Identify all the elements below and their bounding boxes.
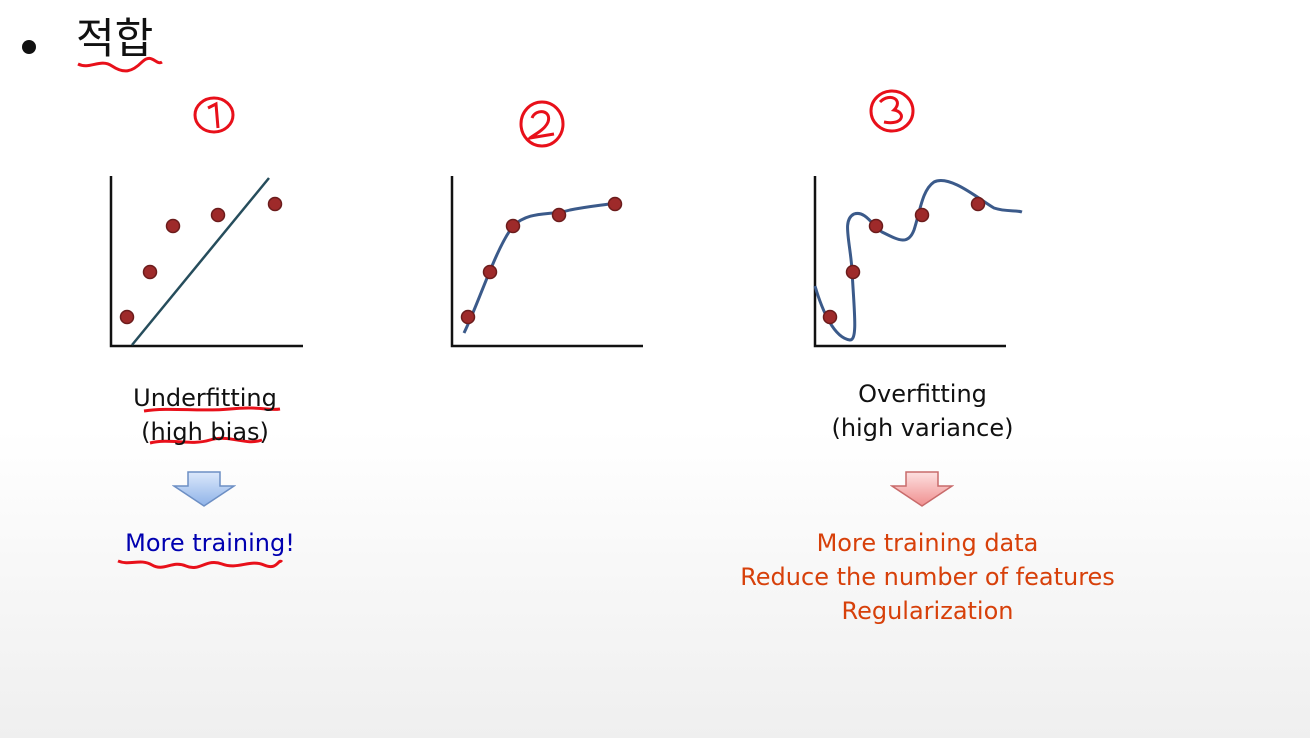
more-training-squiggle bbox=[117, 559, 284, 569]
data-point bbox=[460, 309, 476, 325]
overfit-curve bbox=[813, 179, 1023, 342]
remedy-line: Reduce the number of features bbox=[740, 563, 1115, 591]
plot-overfitting bbox=[813, 176, 1023, 348]
circled-number-1-stroke bbox=[207, 101, 220, 129]
data-point bbox=[210, 207, 226, 223]
down-arrow-icon bbox=[890, 471, 954, 507]
linear-fit-line bbox=[131, 177, 270, 346]
overfitting-label: Overfitting bbox=[858, 380, 987, 408]
axes bbox=[813, 176, 1006, 348]
data-point bbox=[970, 196, 986, 212]
circled-number-2-ring bbox=[519, 100, 565, 148]
circled-number-1-ring bbox=[193, 96, 235, 134]
underfitting-label: Underfitting bbox=[133, 384, 277, 412]
high-variance-label: (high variance) bbox=[831, 414, 1014, 442]
plot-underfitting bbox=[109, 176, 303, 348]
underfitting-caption: Underfitting (high bias) bbox=[100, 381, 310, 449]
data-point bbox=[551, 207, 567, 223]
fitted-curve bbox=[462, 201, 616, 334]
down-arrow-icon bbox=[172, 471, 236, 507]
circled-number-3-ring bbox=[869, 89, 915, 133]
title-underline-squiggle bbox=[77, 56, 163, 73]
data-point bbox=[845, 264, 861, 280]
underfitting-remedy: More training! bbox=[80, 526, 340, 560]
data-point bbox=[267, 196, 283, 212]
data-point bbox=[165, 218, 181, 234]
slide-title: 적합 bbox=[76, 14, 154, 63]
data-point bbox=[607, 196, 623, 212]
overfitting-caption: Overfitting (high variance) bbox=[800, 377, 1045, 445]
data-point bbox=[142, 264, 158, 280]
data-point bbox=[868, 218, 884, 234]
axes bbox=[109, 176, 303, 348]
overfitting-remedies: More training data Reduce the number of … bbox=[700, 526, 1155, 628]
remedy-line: More training! bbox=[125, 529, 295, 557]
circled-number-2-stroke bbox=[525, 110, 555, 141]
underfitting-underline bbox=[143, 406, 281, 413]
data-point bbox=[119, 309, 135, 325]
data-point bbox=[914, 207, 930, 223]
remedy-line: Regularization bbox=[841, 597, 1014, 625]
remedy-line: More training data bbox=[816, 529, 1039, 557]
axes bbox=[450, 176, 643, 348]
circled-number-3-stroke bbox=[878, 96, 903, 125]
data-point bbox=[505, 218, 521, 234]
plot-good-fit bbox=[450, 176, 643, 348]
high-bias-label: (high bias) bbox=[141, 418, 269, 446]
data-point bbox=[822, 309, 838, 325]
high-bias-underline bbox=[149, 436, 263, 445]
bullet-dot bbox=[22, 40, 36, 54]
data-point bbox=[482, 264, 498, 280]
